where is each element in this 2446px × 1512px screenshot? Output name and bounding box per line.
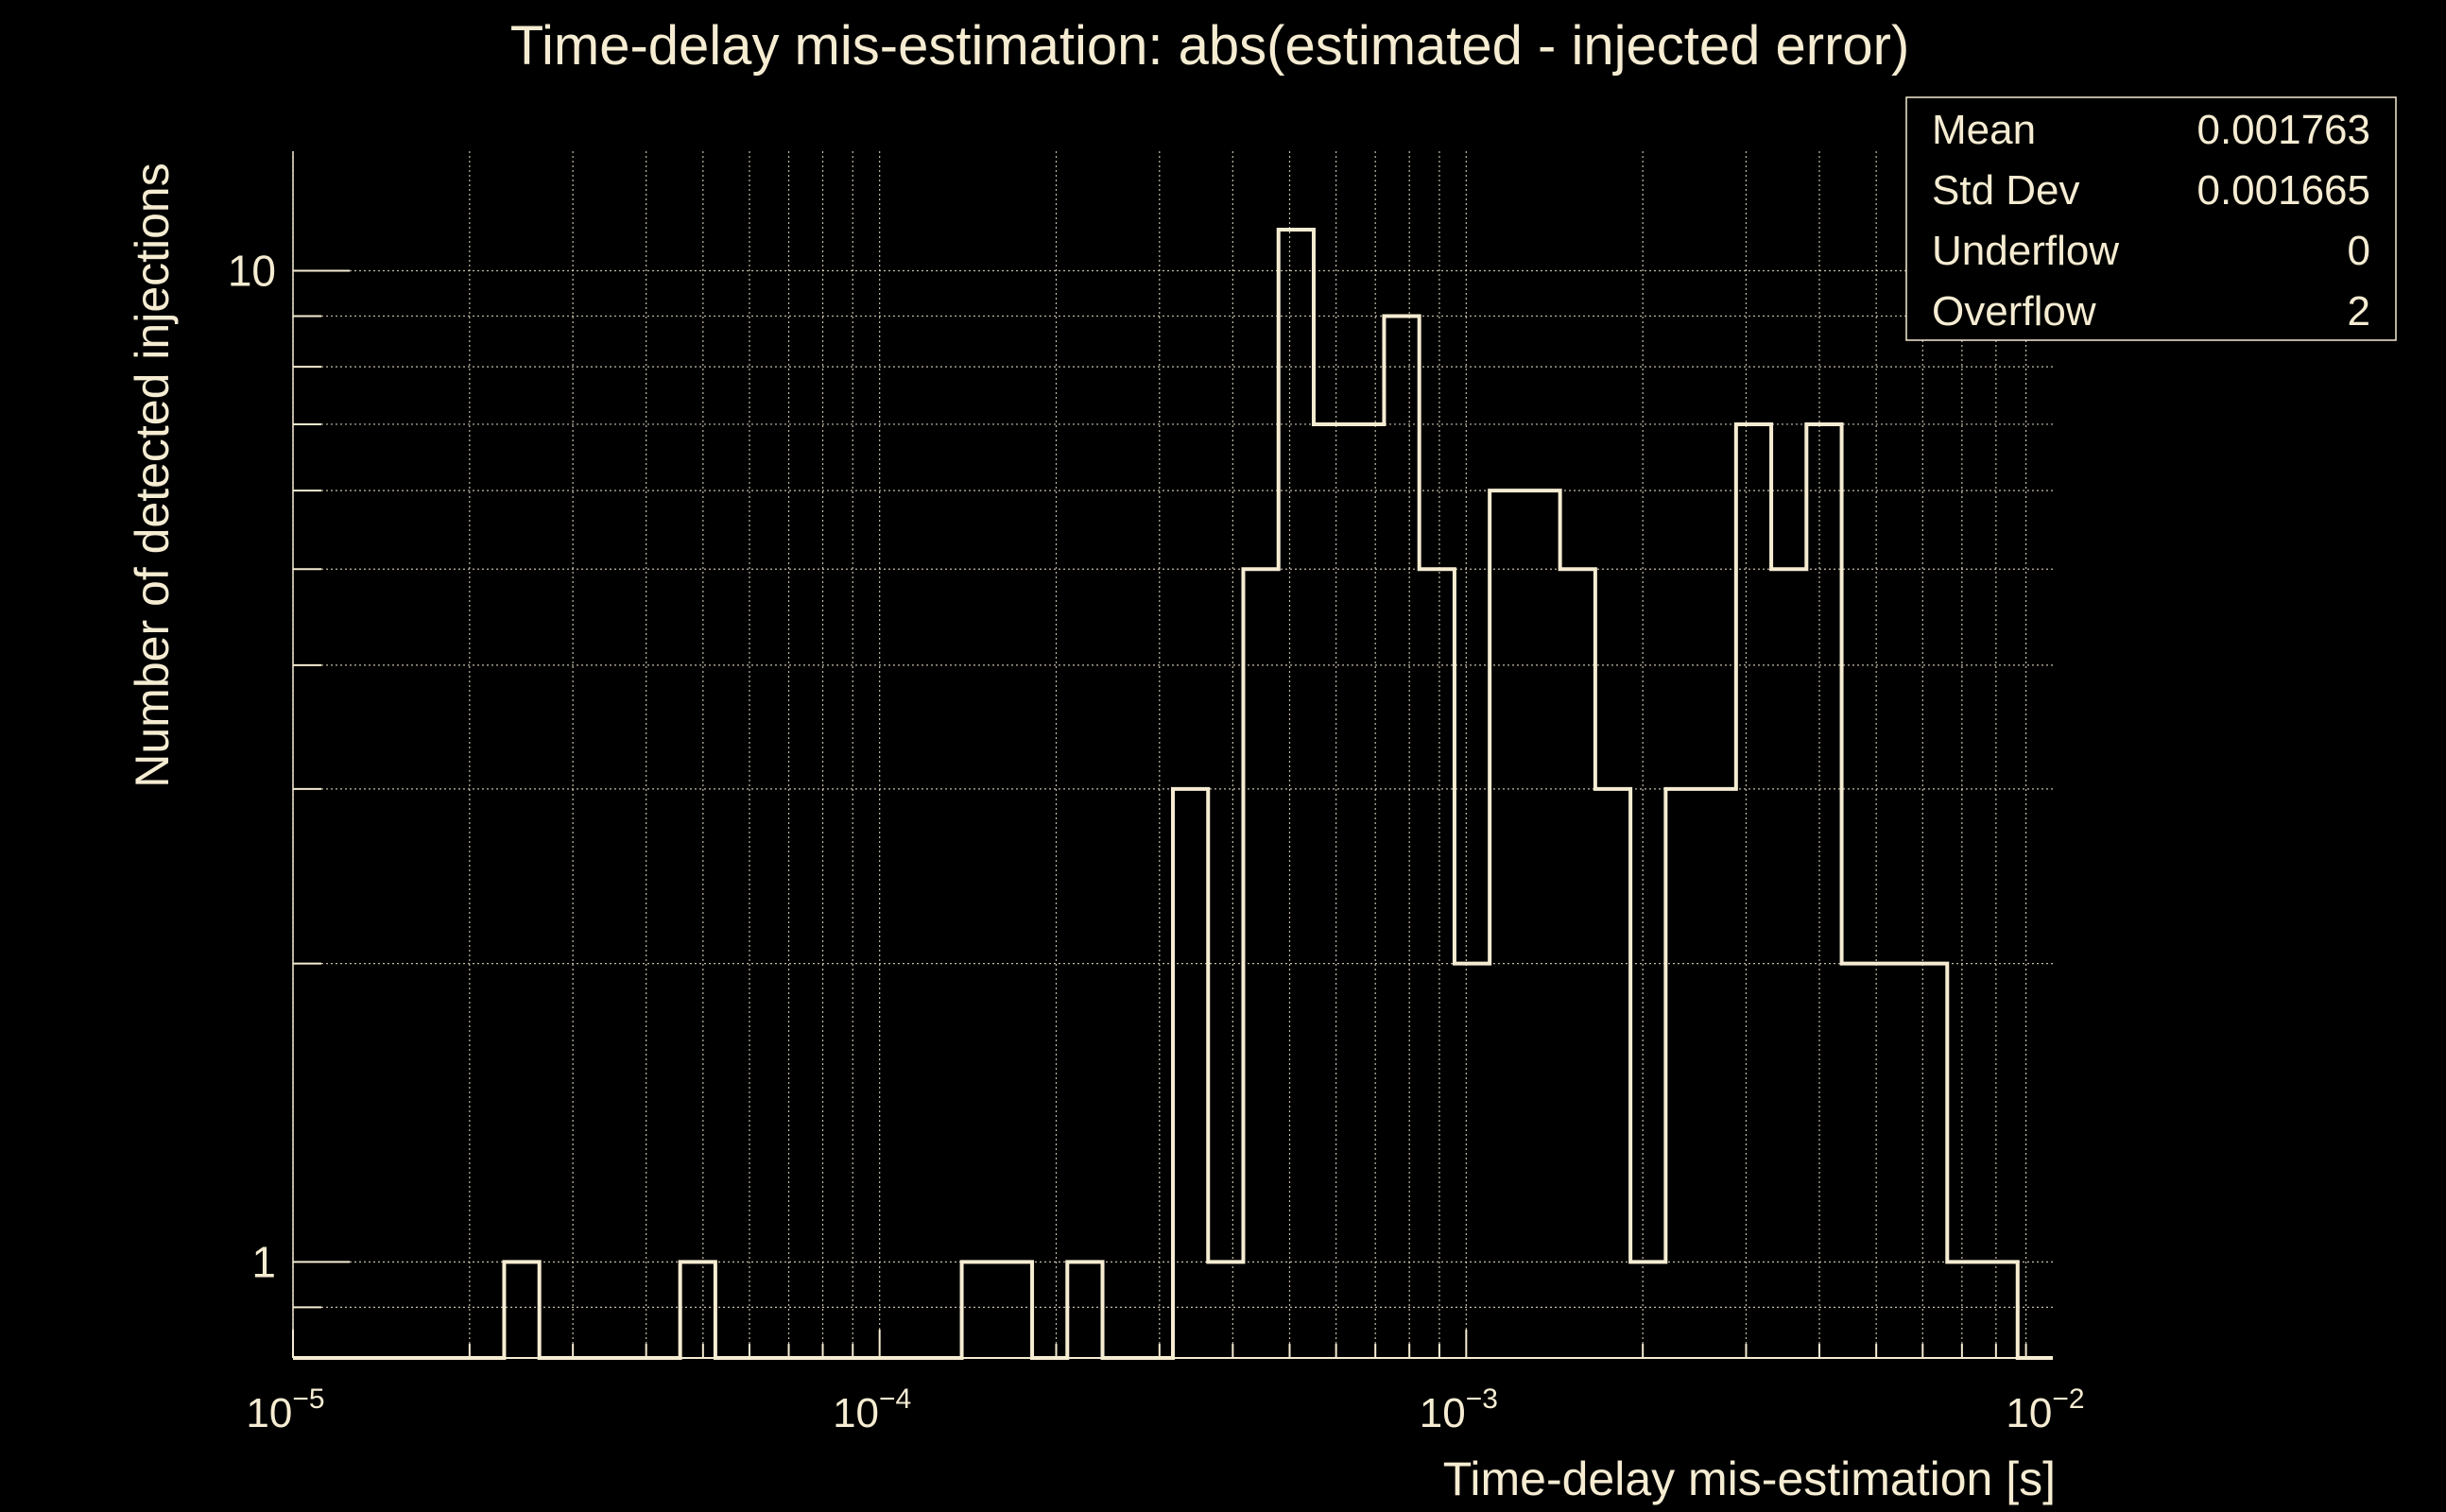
x-tick-label-exponent: −2: [2052, 1383, 2084, 1415]
x-tick-label-base: 10: [833, 1390, 879, 1436]
x-axis-label: Time-delay mis-estimation [s]: [1443, 1452, 2056, 1505]
histogram-line: [293, 228, 2053, 1360]
stats-label: Std Dev: [1932, 167, 2080, 214]
stats-box-frame: [1905, 96, 2397, 341]
x-tick-label: 10−5: [246, 1383, 324, 1436]
x-tick-label-base: 10: [1420, 1390, 1466, 1436]
x-tick-label: 10−4: [833, 1383, 911, 1436]
x-tick-label: 10−2: [2006, 1383, 2084, 1436]
stats-value: 2: [2348, 288, 2370, 335]
y-tick-label: 1: [251, 1237, 276, 1286]
y-axis-label: Number of detected injections: [126, 163, 179, 787]
x-tick-label-exponent: −4: [879, 1383, 911, 1415]
x-tick-label-exponent: −5: [292, 1383, 324, 1415]
x-tick-label-exponent: −3: [1466, 1383, 1498, 1415]
stats-value: 0: [2348, 228, 2370, 274]
chart-title: Time-delay mis-estimation: abs(estimated…: [510, 15, 1910, 77]
stats-label: Mean: [1932, 107, 2036, 153]
y-tick-label: 10: [228, 246, 276, 295]
stats-label: Underflow: [1932, 228, 2119, 274]
stats-value: 0.001665: [2196, 167, 2370, 214]
x-tick-label-base: 10: [2006, 1390, 2052, 1436]
stats-box: Mean 0.001763 Std Dev 0.001665 Underflow 0 Ove…: [1905, 96, 2397, 341]
stats-label: Overflow: [1932, 288, 2096, 335]
x-tick-label: 10−3: [1420, 1383, 1498, 1436]
stats-value: 0.001763: [2196, 107, 2370, 153]
x-tick-label-base: 10: [246, 1390, 292, 1436]
